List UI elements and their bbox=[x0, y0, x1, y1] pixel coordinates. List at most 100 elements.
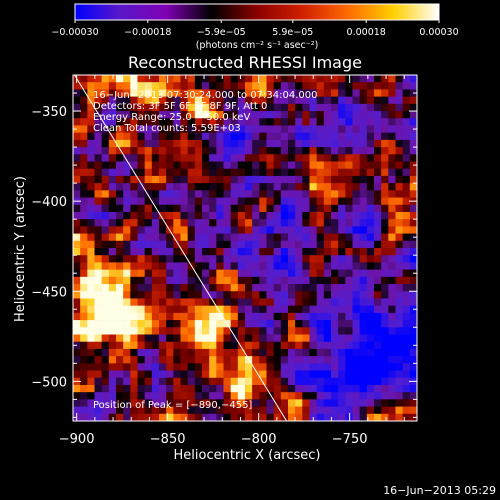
heatmap-cell bbox=[331, 327, 339, 335]
heatmap-cell bbox=[331, 255, 339, 263]
heatmap-cell bbox=[80, 399, 88, 407]
heatmap-cell bbox=[359, 240, 368, 249]
heatmap-cell bbox=[80, 312, 88, 321]
heatmap-cell bbox=[388, 161, 396, 170]
heatmap-cell bbox=[108, 240, 117, 249]
heatmap-cell bbox=[316, 320, 325, 328]
heatmap-cell bbox=[395, 320, 403, 328]
heatmap-cell bbox=[245, 240, 253, 249]
heatmap-cell bbox=[80, 139, 88, 148]
heatmap-cell bbox=[123, 226, 131, 234]
heatmap-cell bbox=[331, 168, 339, 177]
heatmap-cell bbox=[101, 262, 110, 270]
heatmap-cell bbox=[166, 276, 174, 285]
heatmap-cell bbox=[80, 161, 88, 170]
heatmap-cell bbox=[173, 406, 181, 415]
heatmap-cell bbox=[87, 233, 95, 242]
heatmap-cell bbox=[295, 139, 303, 148]
heatmap-cell bbox=[359, 132, 368, 141]
heatmap-cell bbox=[180, 147, 188, 155]
heatmap-cell bbox=[94, 118, 102, 126]
heatmap-cell bbox=[159, 356, 167, 364]
heatmap-cell bbox=[295, 204, 303, 213]
heatmap-cell bbox=[366, 262, 375, 270]
heatmap-cell bbox=[80, 377, 88, 386]
heatmap-cell bbox=[259, 125, 267, 133]
colorbar-ticks: −0.00030 −0.00018 −5.9e−05 5.9e−05 0.00018 0.… bbox=[51, 20, 459, 38]
heatmap-cell bbox=[352, 248, 360, 256]
heatmap-cell bbox=[87, 204, 95, 213]
heatmap-cell bbox=[245, 161, 253, 170]
heatmap-cell bbox=[237, 139, 246, 148]
heatmap-cell bbox=[402, 392, 411, 400]
heatmap-cell bbox=[352, 96, 360, 105]
heatmap-cell bbox=[338, 82, 346, 90]
heatmap-cell bbox=[366, 406, 375, 415]
heatmap-cell bbox=[323, 183, 332, 191]
heatmap-cell bbox=[137, 154, 145, 162]
heatmap-cell bbox=[73, 320, 81, 328]
heatmap-cell bbox=[323, 89, 332, 97]
heatmap-cell bbox=[151, 334, 160, 343]
heatmap-cell bbox=[144, 305, 153, 314]
heatmap-cell bbox=[237, 356, 246, 364]
heatmap-cell bbox=[209, 320, 217, 328]
heatmap-cell bbox=[80, 291, 88, 299]
heatmap-cell bbox=[194, 111, 203, 119]
heatmap-cell bbox=[130, 103, 138, 112]
heatmap-cell bbox=[180, 89, 188, 97]
heatmap-cell bbox=[259, 161, 267, 170]
heatmap-cell bbox=[295, 154, 303, 162]
heatmap-cell bbox=[101, 118, 110, 126]
heatmap-cell bbox=[230, 233, 239, 242]
heatmap-cell bbox=[173, 197, 181, 206]
heatmap-cell bbox=[309, 248, 317, 256]
heatmap-cell bbox=[108, 111, 117, 119]
heatmap-cell bbox=[94, 413, 102, 421]
heatmap-cell bbox=[216, 183, 224, 191]
heatmap-cell bbox=[187, 291, 196, 299]
heatmap-cell bbox=[144, 320, 153, 328]
heatmap-cell bbox=[331, 312, 339, 321]
heatmap-cell bbox=[302, 406, 310, 415]
heatmap-cell bbox=[395, 305, 403, 314]
heatmap-cell bbox=[202, 161, 210, 170]
heatmap-cell bbox=[252, 363, 260, 371]
heatmap-cell bbox=[73, 291, 81, 299]
heatmap-cell bbox=[345, 356, 353, 364]
heatmap-cell bbox=[194, 320, 203, 328]
heatmap-cell bbox=[101, 190, 110, 198]
heatmap-cell bbox=[381, 240, 389, 249]
heatmap-cell bbox=[209, 240, 217, 249]
heatmap-cell bbox=[194, 226, 203, 234]
heatmap-cell bbox=[216, 327, 224, 335]
heatmap-cell bbox=[280, 240, 289, 249]
heatmap-cell bbox=[187, 248, 196, 256]
heatmap-cell bbox=[223, 154, 231, 162]
heatmap-cell bbox=[366, 96, 375, 105]
heatmap-cell bbox=[230, 284, 239, 292]
x-tick-label: −900 bbox=[59, 432, 95, 447]
heatmap-cell bbox=[345, 248, 353, 256]
heatmap-cell bbox=[151, 103, 160, 112]
heatmap-cell bbox=[366, 392, 375, 400]
heatmap-cell bbox=[402, 356, 411, 364]
heatmap-cell bbox=[316, 168, 325, 177]
heatmap-cell bbox=[374, 219, 382, 227]
heatmap-cell bbox=[216, 204, 224, 213]
heatmap-cell bbox=[266, 413, 274, 421]
heatmap-cell bbox=[151, 139, 160, 148]
heatmap-cell bbox=[381, 96, 389, 105]
heatmap-cell bbox=[381, 341, 389, 350]
heatmap-cell bbox=[108, 89, 117, 97]
heatmap-cell bbox=[395, 406, 403, 415]
heatmap-cell bbox=[381, 147, 389, 155]
heatmap-cell bbox=[216, 233, 224, 242]
heatmap-cell bbox=[151, 147, 160, 155]
heatmap-cell bbox=[151, 154, 160, 162]
heatmap-cell bbox=[87, 211, 95, 220]
heatmap-cell bbox=[159, 139, 167, 148]
heatmap-cell bbox=[323, 298, 332, 306]
heatmap-cell bbox=[288, 118, 296, 126]
heatmap-cell bbox=[237, 240, 246, 249]
